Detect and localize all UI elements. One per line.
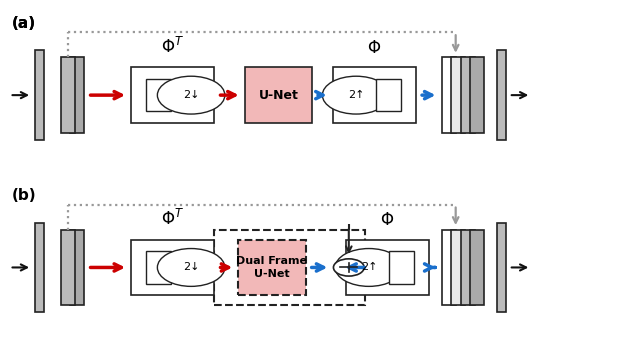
Text: 2↓: 2↓	[183, 90, 199, 100]
Text: 2↑: 2↑	[361, 262, 377, 272]
FancyBboxPatch shape	[131, 240, 214, 295]
Text: $\Phi$: $\Phi$	[380, 211, 394, 229]
FancyBboxPatch shape	[376, 79, 401, 111]
Circle shape	[323, 76, 390, 114]
FancyBboxPatch shape	[346, 240, 429, 295]
Text: $\Phi^T$: $\Phi^T$	[161, 209, 184, 229]
FancyBboxPatch shape	[461, 57, 475, 133]
FancyBboxPatch shape	[146, 251, 171, 284]
FancyBboxPatch shape	[70, 57, 84, 133]
FancyBboxPatch shape	[470, 57, 484, 133]
Circle shape	[333, 259, 364, 276]
Text: (a): (a)	[12, 16, 36, 31]
FancyBboxPatch shape	[245, 67, 312, 123]
FancyBboxPatch shape	[61, 57, 75, 133]
Text: U-Net: U-Net	[259, 89, 298, 102]
Circle shape	[157, 248, 225, 286]
Text: $\Phi^T$: $\Phi^T$	[161, 37, 184, 57]
FancyBboxPatch shape	[497, 50, 506, 140]
FancyBboxPatch shape	[389, 251, 414, 284]
FancyBboxPatch shape	[131, 67, 214, 123]
FancyBboxPatch shape	[70, 230, 84, 305]
FancyBboxPatch shape	[497, 223, 506, 312]
Circle shape	[157, 76, 225, 114]
FancyBboxPatch shape	[239, 240, 306, 295]
Text: Dual Frame
U-Net: Dual Frame U-Net	[237, 256, 307, 279]
FancyBboxPatch shape	[451, 230, 465, 305]
FancyBboxPatch shape	[333, 67, 416, 123]
FancyBboxPatch shape	[146, 79, 171, 111]
FancyBboxPatch shape	[35, 223, 44, 312]
FancyBboxPatch shape	[61, 230, 75, 305]
FancyBboxPatch shape	[451, 57, 465, 133]
Text: 2↓: 2↓	[183, 262, 199, 272]
FancyBboxPatch shape	[442, 57, 456, 133]
FancyBboxPatch shape	[35, 50, 44, 140]
FancyBboxPatch shape	[442, 230, 456, 305]
FancyBboxPatch shape	[470, 230, 484, 305]
Text: 2↑: 2↑	[348, 90, 364, 100]
Text: (b): (b)	[12, 188, 36, 203]
Text: (a): (a)	[12, 16, 36, 31]
Circle shape	[335, 248, 403, 286]
Text: $\Phi$: $\Phi$	[367, 38, 381, 57]
FancyBboxPatch shape	[461, 230, 475, 305]
